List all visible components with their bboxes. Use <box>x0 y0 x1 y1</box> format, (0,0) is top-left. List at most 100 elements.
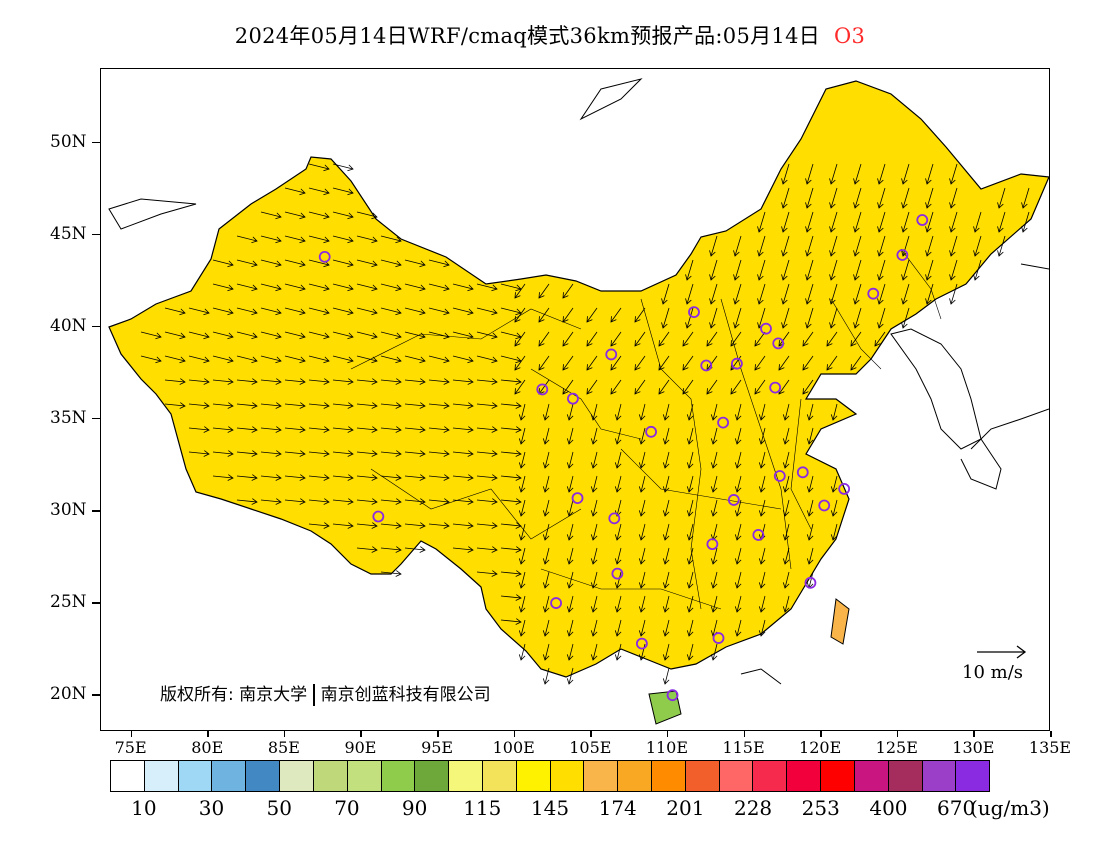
colorbar-swatch <box>516 761 551 791</box>
wind-vector <box>997 187 1006 209</box>
city-marker <box>712 632 725 644</box>
wind-vector <box>877 283 886 305</box>
wind-vector <box>260 331 282 340</box>
wind-vector <box>404 331 426 340</box>
wind-vector <box>730 331 742 347</box>
wind-vector <box>758 619 766 637</box>
copyright-notice: 版权所有: 南京大学 南京创蓝科技有限公司 <box>160 680 491 706</box>
lon-tick-label: 75E <box>114 738 147 757</box>
city-marker <box>666 689 679 702</box>
wind-vector <box>404 450 426 457</box>
wind-vector <box>212 474 234 481</box>
wind-vector <box>829 259 838 281</box>
wind-vector <box>164 355 186 364</box>
wind-vector <box>586 355 598 371</box>
wind-reference-arrow <box>977 645 1027 659</box>
wind-vector <box>452 498 474 505</box>
city-marker <box>867 287 880 300</box>
wind-vector <box>380 259 402 268</box>
wind-vector <box>236 283 258 292</box>
wind-vector <box>614 523 622 541</box>
wind-vector <box>260 474 282 481</box>
wind-vector <box>308 187 330 196</box>
wind-vector <box>590 475 598 493</box>
wind-vector <box>284 378 306 385</box>
wind-vector <box>332 355 354 364</box>
wind-vector <box>404 355 426 364</box>
wind-vectors <box>140 163 1030 685</box>
wind-vector <box>500 594 522 601</box>
colorbar-swatch <box>212 761 247 791</box>
colorbar-swatch <box>111 761 145 791</box>
wind-vector <box>284 426 306 433</box>
wind-vector <box>826 355 838 371</box>
wind-vector <box>638 475 646 493</box>
wind-vector <box>782 403 790 421</box>
colorbar-label: 228 <box>733 796 773 820</box>
wind-vector <box>284 355 306 364</box>
wind-vector <box>404 378 426 385</box>
wind-vector <box>236 474 258 481</box>
wind-vector <box>356 235 378 244</box>
lat-tick <box>92 602 100 604</box>
wind-vector <box>710 547 718 565</box>
wind-vector <box>949 235 958 257</box>
lat-tick-label: 30N <box>50 500 87 520</box>
wind-vector <box>542 619 550 637</box>
wind-vector <box>308 474 330 481</box>
wind-vector <box>500 402 522 409</box>
city-marker <box>730 357 743 370</box>
wind-vector <box>308 283 330 292</box>
wind-vector <box>782 571 790 589</box>
wind-vector <box>538 283 550 299</box>
wind-vector <box>476 283 498 292</box>
wind-vector <box>733 235 742 257</box>
wind-vector <box>308 235 330 244</box>
wind-vector <box>562 331 574 347</box>
wind-vector <box>614 403 622 421</box>
wind-vector <box>853 211 862 233</box>
wind-vector <box>500 546 522 553</box>
colorbar-label: 115 <box>463 796 502 820</box>
wind-vector <box>662 475 670 493</box>
wind-vector <box>566 595 574 613</box>
colorbar-label: 253 <box>801 796 840 820</box>
wind-vector <box>734 595 742 613</box>
wind-vector <box>260 259 282 268</box>
wind-vector <box>901 187 910 209</box>
wind-vector <box>452 402 474 409</box>
wind-vector <box>542 595 550 613</box>
wind-vector <box>758 403 766 421</box>
wind-vector <box>452 283 474 292</box>
wind-vector <box>706 331 718 347</box>
colorbar-swatch <box>381 761 416 791</box>
wind-vector <box>710 451 718 469</box>
wind-vector <box>610 331 622 347</box>
wind-vector <box>332 187 354 196</box>
wind-vector <box>781 283 790 305</box>
wind-vector <box>308 426 330 433</box>
wind-vector <box>997 235 1006 257</box>
wind-vector <box>284 283 306 292</box>
wind-vector <box>826 331 838 347</box>
wind-vector <box>638 595 646 613</box>
wind-vector <box>284 235 306 244</box>
lon-tick-label: 125E <box>875 738 918 757</box>
title-species: O3 <box>834 24 866 48</box>
wind-vector <box>686 499 694 517</box>
wind-vector <box>638 451 646 469</box>
wind-vector <box>682 355 694 371</box>
wind-vector <box>662 427 670 445</box>
lon-tick-label: 95E <box>421 738 454 757</box>
wind-vector <box>566 571 574 589</box>
wind-vector <box>518 571 526 589</box>
wind-vector <box>758 451 766 469</box>
wind-vector <box>757 259 766 281</box>
wind-vector <box>452 355 474 364</box>
wind-vector <box>380 474 402 481</box>
wind-vector <box>428 522 450 529</box>
wind-vector <box>658 379 670 395</box>
wind-vector <box>566 427 574 445</box>
wind-vector <box>590 547 598 565</box>
wind-vector <box>356 474 378 481</box>
